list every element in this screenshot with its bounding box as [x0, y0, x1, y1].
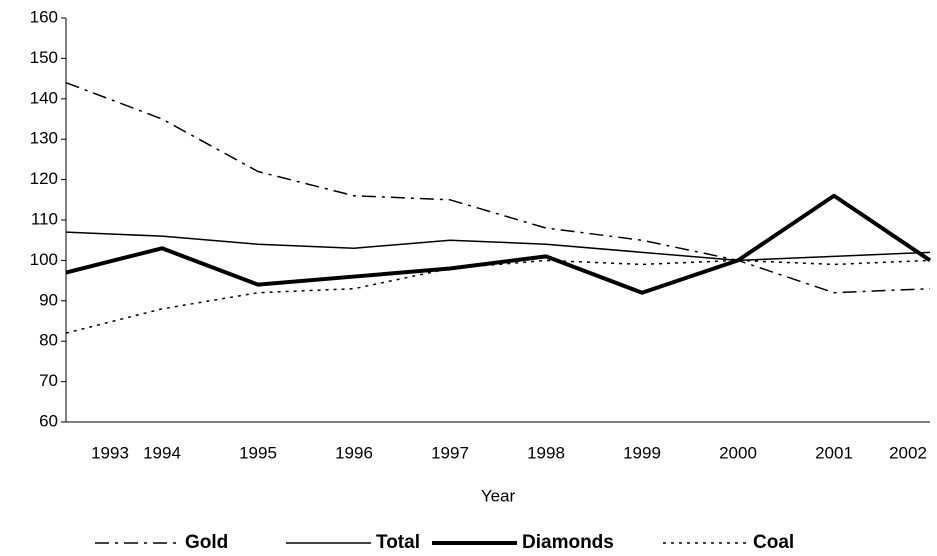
series-line — [65, 259, 931, 334]
x-tick-label: 1996 — [335, 443, 373, 462]
y-tick-label: 110 — [31, 209, 58, 228]
y-tick-label: 160 — [30, 7, 58, 26]
legend-label: Gold — [185, 532, 228, 553]
x-tick-label: 1994 — [143, 443, 181, 462]
y-tick-label: 120 — [30, 169, 58, 188]
y-tick-label: 90 — [39, 290, 58, 309]
y-tick-label: 140 — [30, 88, 58, 107]
x-axis-label: Year — [481, 486, 516, 505]
x-tick-label: 2002 — [889, 443, 927, 462]
x-tick-label: 1997 — [431, 443, 469, 462]
x-tick-label: 1998 — [527, 443, 565, 462]
y-tick-label: 70 — [39, 371, 58, 390]
x-tick-label: 1999 — [623, 443, 661, 462]
y-tick-label: 130 — [30, 129, 58, 148]
legend-label: Total — [376, 532, 420, 553]
legend-label: Coal — [753, 532, 794, 553]
series-line — [65, 193, 932, 295]
x-tick-label: 1995 — [239, 443, 277, 462]
legend-label: Diamonds — [522, 532, 614, 553]
series-line — [65, 231, 931, 262]
series-line — [65, 81, 931, 294]
y-tick-label: 60 — [39, 411, 58, 430]
x-tick-label: 2000 — [719, 443, 757, 462]
y-tick-label: 150 — [30, 48, 58, 67]
y-tick-label: 100 — [30, 250, 58, 269]
x-tick-label: 1993 — [91, 443, 129, 462]
y-tick-label: 80 — [39, 331, 58, 350]
x-tick-label: 2001 — [815, 443, 853, 462]
